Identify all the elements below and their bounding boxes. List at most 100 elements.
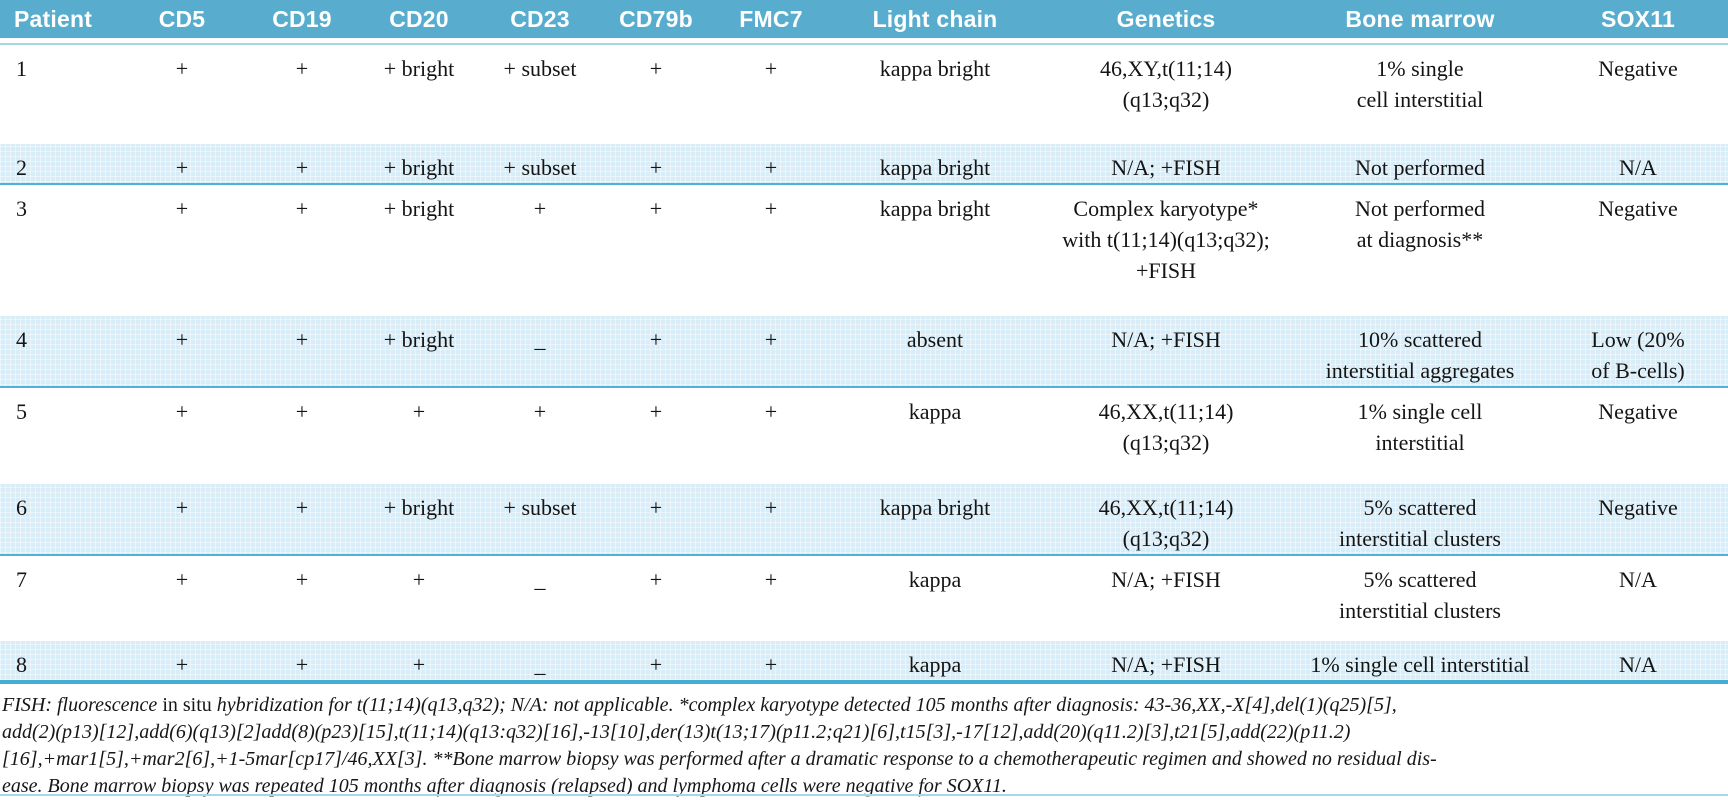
cell-cd79b: + [649, 327, 663, 352]
cell-genetics: N/A; +FISH [1111, 155, 1221, 180]
cell-cd5: + [175, 399, 189, 424]
cell-sox11: N/A [1619, 652, 1657, 677]
table-row-patient-8: 8 + + + _ + + kappa N/A; +FISH 1% single cell int… [0, 641, 1728, 682]
cell-light-chain: kappa bright [879, 56, 991, 81]
cell-patient: 8 [16, 652, 27, 677]
table-row-patient-5: 5 + + + + + + kappa 46,XX,t(11;14) (q13;q32) 1% s… [0, 387, 1728, 484]
table-row-patient-4: 4 + + + bright _ + + absent N/A; +FISH 10% scatte… [0, 316, 1728, 387]
cell-cd20: + bright [383, 155, 455, 180]
table-header: Patient CD5 CD19 CD20 CD23 CD79b FMC7 Li… [0, 0, 1728, 45]
cell-light-chain: kappa bright [879, 155, 991, 180]
col-header-fmc7: FMC7 [712, 0, 830, 38]
cell-fmc7: + [764, 196, 778, 221]
cell-cd23: + [533, 196, 547, 221]
col-header-bone-marrow: Bone marrow [1292, 0, 1548, 38]
table-body: 1 + + + bright + subset + + kappa bright 46,XY,t… [0, 44, 1728, 682]
footnote: FISH: fluorescence in situ hybridization… [0, 684, 1728, 800]
cell-cd19: + [295, 196, 309, 221]
cell-sox11: Negative [1598, 196, 1678, 221]
col-header-cd5: CD5 [118, 0, 246, 38]
header-row: Patient CD5 CD19 CD20 CD23 CD79b FMC7 Li… [0, 0, 1728, 38]
cell-bone-marrow: Not performed at diagnosis** [1354, 196, 1486, 252]
table-row-patient-1: 1 + + + bright + subset + + kappa bright 46,XY,t… [0, 44, 1728, 144]
cell-patient: 1 [16, 56, 27, 81]
cell-light-chain: kappa [908, 399, 962, 424]
col-header-genetics: Genetics [1040, 0, 1292, 38]
cell-fmc7: + [764, 399, 778, 424]
cell-genetics: 46,XX,t(11;14) (q13;q32) [1098, 399, 1234, 455]
cell-sox11: Low (20% of B-cells) [1591, 327, 1685, 383]
table-row-patient-3: 3 + + + bright + + + kappa bright Complex karyot… [0, 184, 1728, 316]
cell-cd23: _ [534, 327, 546, 352]
cell-cd79b: + [649, 56, 663, 81]
cell-cd5: + [175, 196, 189, 221]
cell-genetics: N/A; +FISH [1111, 327, 1221, 352]
bottom-rule [0, 794, 1728, 796]
cell-bone-marrow: 5% scattered interstitial clusters [1339, 567, 1501, 623]
cell-bone-marrow: 1% single cell interstitial [1356, 56, 1484, 112]
cell-patient: 7 [16, 567, 27, 592]
cell-fmc7: + [764, 652, 778, 677]
cell-sox11: Negative [1598, 495, 1678, 520]
cell-patient: 6 [16, 495, 27, 520]
cell-cd23: + subset [503, 495, 577, 520]
cell-cd5: + [175, 495, 189, 520]
cell-cd5: + [175, 327, 189, 352]
cell-fmc7: + [764, 327, 778, 352]
cell-sox11: N/A [1619, 567, 1657, 592]
cell-fmc7: + [764, 56, 778, 81]
cell-cd79b: + [649, 399, 663, 424]
cell-patient: 5 [16, 399, 27, 424]
cell-light-chain: kappa [908, 567, 962, 592]
cell-sox11: N/A [1619, 155, 1657, 180]
cell-cd20: + bright [383, 196, 455, 221]
footnote-text: hybridization for t(11;14)(q13,q32); N/A… [211, 694, 1397, 716]
cell-bone-marrow: 10% scattered interstitial aggregates [1325, 327, 1515, 383]
cell-bone-marrow: 5% scattered interstitial clusters [1339, 495, 1501, 551]
cell-genetics: 46,XX,t(11;14) (q13;q32) [1098, 495, 1234, 551]
cell-cd19: + [295, 327, 309, 352]
cell-genetics: Complex karyotype* with t(11;14)(q13;q32… [1062, 196, 1270, 283]
footnote-line-4: ease. Bone marrow biopsy was repeated 10… [2, 775, 1007, 797]
cell-light-chain: kappa bright [879, 196, 991, 221]
col-header-cd79b: CD79b [600, 0, 712, 38]
footnote-line-3: [16],+mar1[5],+mar2[6],+1-5mar[cp17]/46,… [2, 748, 1437, 770]
cell-sox11: Negative [1598, 399, 1678, 424]
cell-cd19: + [295, 567, 309, 592]
cell-fmc7: + [764, 495, 778, 520]
table-row-patient-6: 6 + + + bright + subset + + kappa bright 46,XX,t… [0, 484, 1728, 555]
footnote-text: FISH: fluorescence [2, 694, 163, 716]
col-header-light-chain: Light chain [830, 0, 1040, 38]
cell-sox11: Negative [1598, 56, 1678, 81]
cell-patient: 4 [16, 327, 27, 352]
cell-bone-marrow: 1% single cell interstitial [1310, 652, 1530, 677]
col-header-patient: Patient [0, 0, 118, 38]
cell-cd23: _ [534, 567, 546, 592]
cell-cd20: + bright [383, 56, 455, 81]
cell-light-chain: absent [906, 327, 964, 352]
cell-cd19: + [295, 495, 309, 520]
table-row-patient-7: 7 + + + _ + + kappa N/A; +FISH 5% scattered inter… [0, 555, 1728, 641]
header-separator [0, 38, 1728, 45]
cell-patient: 3 [16, 196, 27, 221]
col-header-sox11: SOX11 [1548, 0, 1728, 38]
cell-cd20: + bright [383, 495, 455, 520]
cell-cd19: + [295, 155, 309, 180]
cell-cd5: + [175, 567, 189, 592]
cell-cd20: + [412, 567, 426, 592]
header-separator-line [0, 38, 1728, 45]
cell-cd23: _ [534, 652, 546, 677]
cell-cd20: + [412, 652, 426, 677]
cell-cd5: + [175, 652, 189, 677]
table-row-patient-2: 2 + + + bright + subset + + kappa bright N/A; +F… [0, 144, 1728, 184]
cell-cd20: + bright [383, 327, 455, 352]
cell-genetics: 46,XY,t(11;14) (q13;q32) [1100, 56, 1232, 112]
footnote-in-situ-text: in situ [162, 694, 212, 716]
cell-cd5: + [175, 56, 189, 81]
cell-cd19: + [295, 56, 309, 81]
cell-cd23: + subset [503, 155, 577, 180]
cell-cd79b: + [649, 155, 663, 180]
cell-cd19: + [295, 652, 309, 677]
cell-cd79b: + [649, 495, 663, 520]
